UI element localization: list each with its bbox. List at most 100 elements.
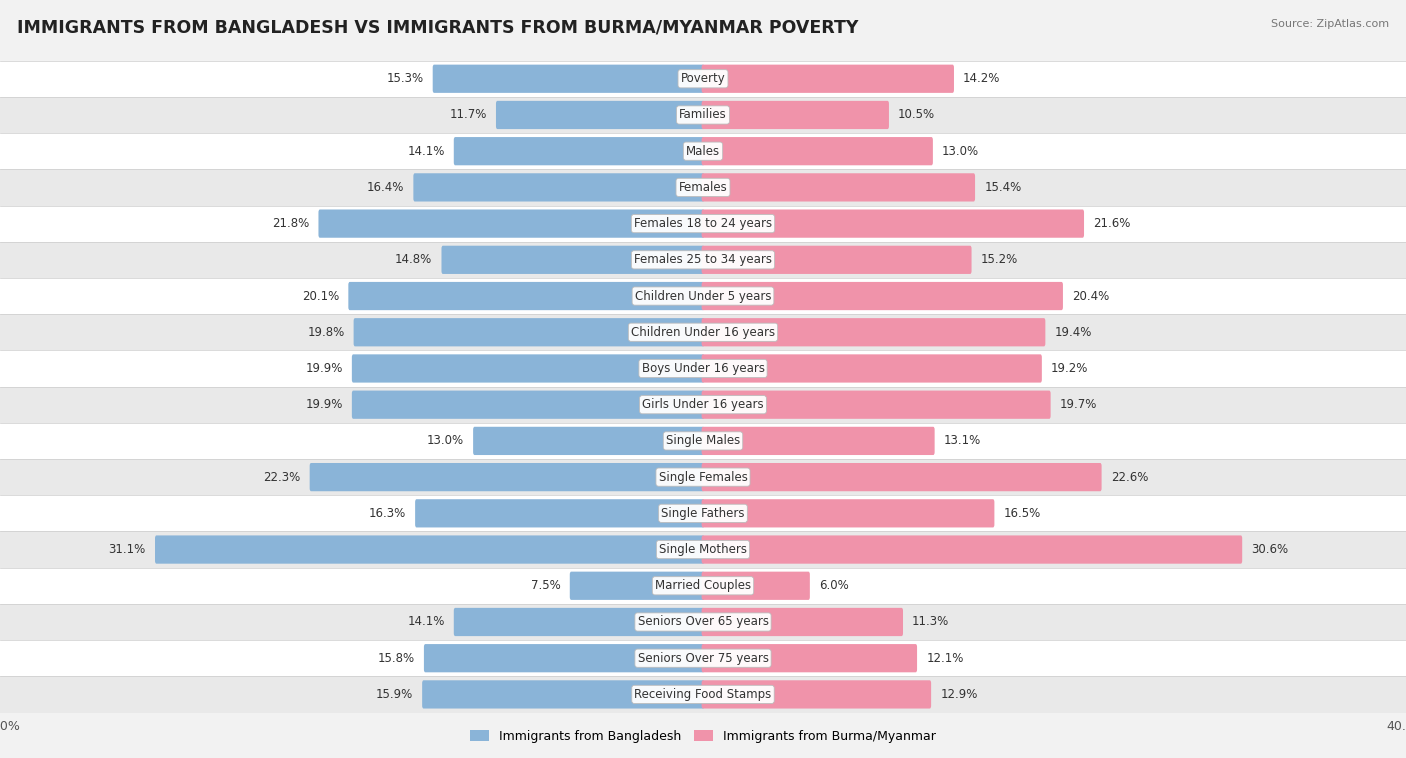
- Bar: [0, 640, 1406, 676]
- Bar: [0, 97, 1406, 133]
- Bar: [0, 604, 1406, 640]
- Text: Seniors Over 65 years: Seniors Over 65 years: [637, 615, 769, 628]
- Text: Females 18 to 24 years: Females 18 to 24 years: [634, 217, 772, 230]
- Text: 14.2%: 14.2%: [963, 72, 1001, 85]
- FancyBboxPatch shape: [702, 608, 903, 636]
- FancyBboxPatch shape: [702, 572, 810, 600]
- Text: 16.3%: 16.3%: [368, 507, 406, 520]
- Bar: [0, 61, 1406, 97]
- Text: 16.4%: 16.4%: [367, 181, 405, 194]
- Bar: [0, 278, 1406, 314]
- Text: 20.1%: 20.1%: [302, 290, 339, 302]
- Text: 22.6%: 22.6%: [1111, 471, 1149, 484]
- FancyBboxPatch shape: [155, 535, 704, 564]
- Text: 13.0%: 13.0%: [942, 145, 979, 158]
- Bar: [0, 350, 1406, 387]
- Text: 12.9%: 12.9%: [941, 688, 977, 701]
- Bar: [0, 387, 1406, 423]
- Text: Single Mothers: Single Mothers: [659, 543, 747, 556]
- Bar: [0, 169, 1406, 205]
- FancyBboxPatch shape: [319, 209, 704, 238]
- Text: Families: Families: [679, 108, 727, 121]
- Text: 6.0%: 6.0%: [818, 579, 849, 592]
- Bar: [0, 495, 1406, 531]
- FancyBboxPatch shape: [496, 101, 704, 129]
- FancyBboxPatch shape: [702, 500, 994, 528]
- FancyBboxPatch shape: [352, 354, 704, 383]
- FancyBboxPatch shape: [433, 64, 704, 93]
- Text: Source: ZipAtlas.com: Source: ZipAtlas.com: [1271, 19, 1389, 29]
- FancyBboxPatch shape: [702, 282, 1063, 310]
- Text: Males: Males: [686, 145, 720, 158]
- FancyBboxPatch shape: [454, 608, 704, 636]
- Text: 10.5%: 10.5%: [898, 108, 935, 121]
- Text: 12.1%: 12.1%: [927, 652, 963, 665]
- Legend: Immigrants from Bangladesh, Immigrants from Burma/Myanmar: Immigrants from Bangladesh, Immigrants f…: [465, 725, 941, 748]
- FancyBboxPatch shape: [413, 174, 704, 202]
- Text: Poverty: Poverty: [681, 72, 725, 85]
- FancyBboxPatch shape: [702, 463, 1102, 491]
- Text: 22.3%: 22.3%: [263, 471, 301, 484]
- Bar: [0, 133, 1406, 169]
- FancyBboxPatch shape: [441, 246, 704, 274]
- FancyBboxPatch shape: [702, 318, 1045, 346]
- Text: 30.6%: 30.6%: [1251, 543, 1288, 556]
- Text: Married Couples: Married Couples: [655, 579, 751, 592]
- Text: IMMIGRANTS FROM BANGLADESH VS IMMIGRANTS FROM BURMA/MYANMAR POVERTY: IMMIGRANTS FROM BANGLADESH VS IMMIGRANTS…: [17, 19, 858, 37]
- Text: Single Fathers: Single Fathers: [661, 507, 745, 520]
- Text: 14.1%: 14.1%: [408, 145, 444, 158]
- Text: 21.6%: 21.6%: [1094, 217, 1130, 230]
- Text: 11.7%: 11.7%: [450, 108, 486, 121]
- Text: 19.2%: 19.2%: [1052, 362, 1088, 375]
- FancyBboxPatch shape: [702, 390, 1050, 419]
- Text: 19.9%: 19.9%: [305, 398, 343, 411]
- Text: Girls Under 16 years: Girls Under 16 years: [643, 398, 763, 411]
- Text: Seniors Over 75 years: Seniors Over 75 years: [637, 652, 769, 665]
- Text: 21.8%: 21.8%: [273, 217, 309, 230]
- Bar: [0, 531, 1406, 568]
- Text: 7.5%: 7.5%: [531, 579, 561, 592]
- Bar: [0, 314, 1406, 350]
- FancyBboxPatch shape: [454, 137, 704, 165]
- FancyBboxPatch shape: [472, 427, 704, 455]
- FancyBboxPatch shape: [422, 680, 704, 709]
- FancyBboxPatch shape: [702, 64, 953, 93]
- Text: 15.2%: 15.2%: [981, 253, 1018, 266]
- FancyBboxPatch shape: [352, 390, 704, 419]
- Text: 19.7%: 19.7%: [1060, 398, 1097, 411]
- FancyBboxPatch shape: [702, 174, 976, 202]
- Text: Receiving Food Stamps: Receiving Food Stamps: [634, 688, 772, 701]
- Text: 19.8%: 19.8%: [308, 326, 344, 339]
- Text: Children Under 5 years: Children Under 5 years: [634, 290, 772, 302]
- FancyBboxPatch shape: [702, 427, 935, 455]
- Text: 13.1%: 13.1%: [943, 434, 981, 447]
- Text: Females 25 to 34 years: Females 25 to 34 years: [634, 253, 772, 266]
- Text: 31.1%: 31.1%: [108, 543, 146, 556]
- Text: 19.4%: 19.4%: [1054, 326, 1092, 339]
- Text: 14.1%: 14.1%: [408, 615, 444, 628]
- Text: Females: Females: [679, 181, 727, 194]
- Text: Single Males: Single Males: [666, 434, 740, 447]
- Bar: [0, 459, 1406, 495]
- FancyBboxPatch shape: [415, 500, 704, 528]
- FancyBboxPatch shape: [702, 644, 917, 672]
- Text: 13.0%: 13.0%: [427, 434, 464, 447]
- Bar: [0, 423, 1406, 459]
- FancyBboxPatch shape: [354, 318, 704, 346]
- FancyBboxPatch shape: [702, 137, 934, 165]
- Text: Children Under 16 years: Children Under 16 years: [631, 326, 775, 339]
- FancyBboxPatch shape: [349, 282, 704, 310]
- Bar: [0, 676, 1406, 713]
- FancyBboxPatch shape: [702, 354, 1042, 383]
- Text: 16.5%: 16.5%: [1004, 507, 1040, 520]
- Text: 14.8%: 14.8%: [395, 253, 433, 266]
- Text: 15.3%: 15.3%: [387, 72, 423, 85]
- Text: 15.4%: 15.4%: [984, 181, 1021, 194]
- FancyBboxPatch shape: [702, 680, 931, 709]
- FancyBboxPatch shape: [309, 463, 704, 491]
- Text: Single Females: Single Females: [658, 471, 748, 484]
- Bar: [0, 205, 1406, 242]
- Text: 19.9%: 19.9%: [305, 362, 343, 375]
- Bar: [0, 568, 1406, 604]
- FancyBboxPatch shape: [702, 101, 889, 129]
